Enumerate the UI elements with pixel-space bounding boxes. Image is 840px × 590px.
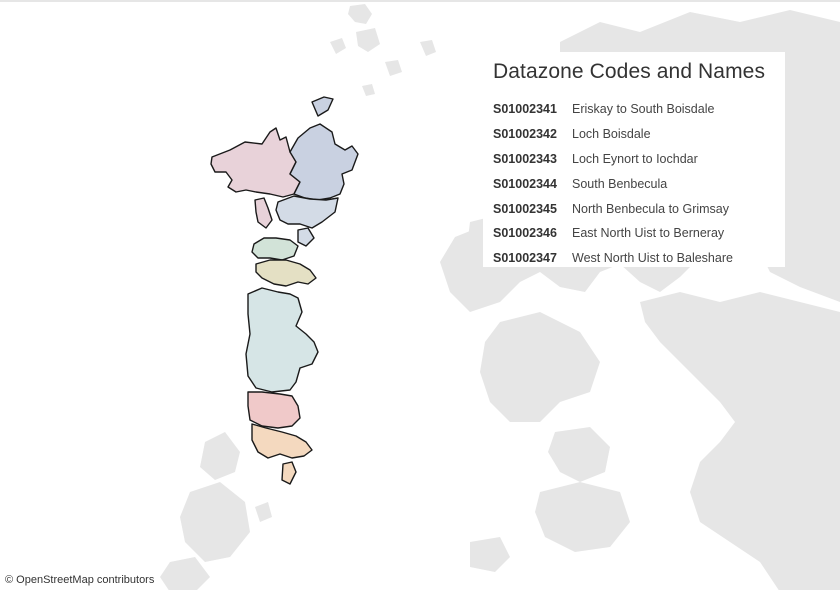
zone-berneray[interactable] [311,96,334,117]
islet [362,84,375,96]
zone-west-north-uist[interactable] [210,127,301,198]
datazones [210,96,359,485]
legend-row[interactable]: S01002343 Loch Eynort to Iochdar [493,147,775,172]
legend-row[interactable]: S01002347 West North Uist to Baleshare [493,246,775,271]
zone-iochdar[interactable] [255,259,317,287]
zone-south-benbecula[interactable] [251,237,299,261]
legend-row[interactable]: S01002341 Eriskay to South Boisdale [493,97,775,122]
legend-row[interactable]: S01002342 Loch Boisdale [493,122,775,147]
datazone-name: Eriskay to South Boisdale [572,102,715,117]
islet [330,38,346,54]
datazone-name: Loch Eynort to Iochdar [572,151,698,166]
datazone-code: S01002343 [493,151,557,166]
datazone-name: East North Uist to Berneray [572,226,725,241]
map-attribution[interactable]: © OpenStreetMap contributors [5,574,155,586]
islet [200,432,240,480]
zone-west-north-uist-islet[interactable] [254,197,273,229]
zone-eriskay-islet[interactable] [281,461,297,485]
mainland-lower [640,292,840,590]
zone-loch-boisdale[interactable] [247,391,301,429]
islet [420,40,436,56]
legend-row[interactable]: S01002346 East North Uist to Berneray [493,221,775,246]
legend-title: Datazone Codes and Names [493,60,766,83]
zone-east-north-uist[interactable] [289,123,359,201]
legend-rows: S01002341 Eriskay to South Boisdale S01002… [493,97,775,271]
datazone-code: S01002344 [493,176,557,191]
islet [385,60,402,76]
islet [356,28,380,52]
zone-loch-eynort[interactable] [245,287,319,393]
islet [348,4,372,24]
island-middle [480,312,600,422]
zone-eriskay[interactable] [251,423,313,459]
islet [160,557,210,590]
islet [255,502,272,522]
zone-north-benbecula[interactable] [275,195,339,229]
island-rum [535,482,630,552]
datazone-code: S01002347 [493,251,557,266]
islet [470,537,510,572]
datazone-name: South Benbecula [572,176,668,191]
legend-row[interactable]: S01002344 South Benbecula [493,171,775,196]
zone-grimsay[interactable] [297,227,315,247]
datazone-code: S01002346 [493,226,557,241]
island-barra [180,482,250,562]
datazone-code: S01002341 [493,102,557,117]
datazone-name: Loch Boisdale [572,127,651,142]
legend-row[interactable]: S01002345 North Benbecula to Grimsay [493,196,775,221]
island-small [548,427,610,482]
legend-panel: Datazone Codes and Names S01002341 Eriska… [483,52,785,267]
datazone-code: S01002342 [493,127,557,142]
datazone-name: West North Uist to Baleshare [572,251,733,266]
datazone-code: S01002345 [493,201,557,216]
datazone-name: North Benbecula to Grimsay [572,201,730,216]
